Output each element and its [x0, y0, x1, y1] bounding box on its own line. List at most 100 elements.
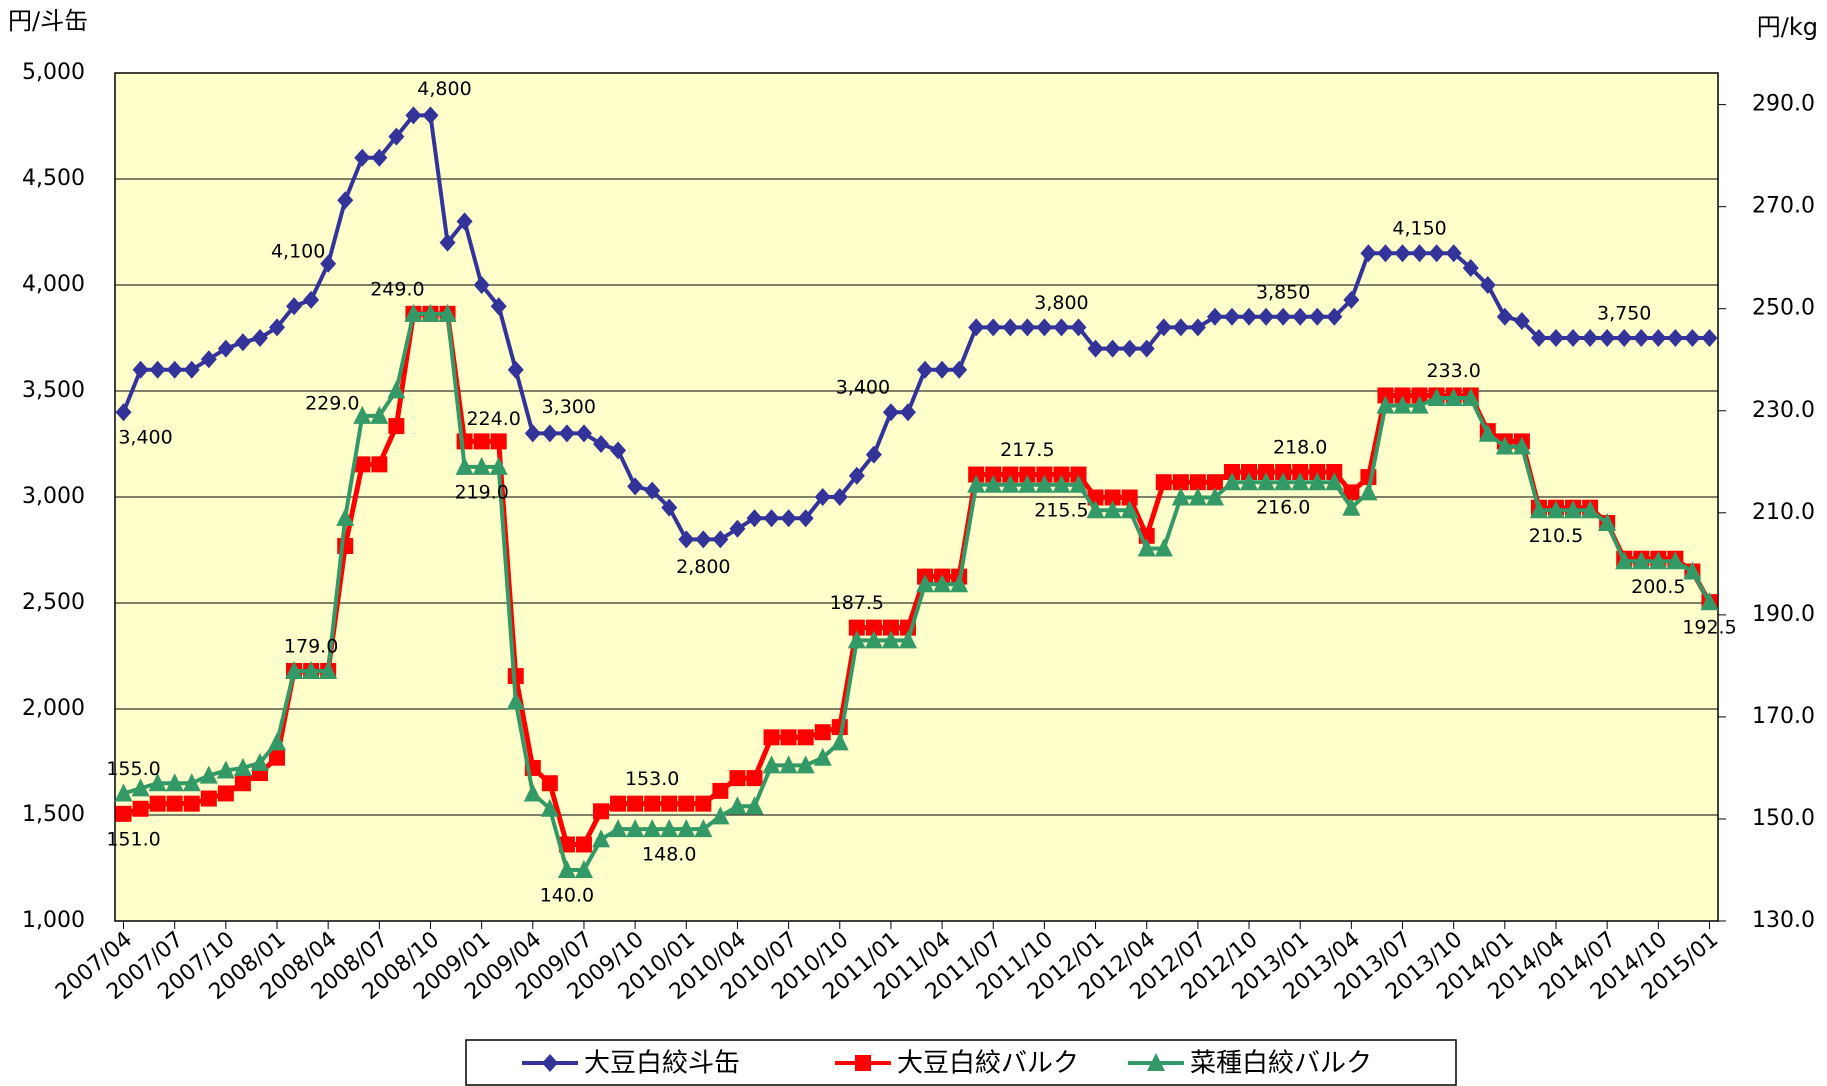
marker-diamond [1121, 339, 1138, 358]
data-label: 179.0 [284, 635, 338, 657]
marker-square [132, 800, 149, 817]
marker-triangle [864, 630, 883, 649]
marker-diamond [251, 329, 268, 347]
marker-square [1036, 466, 1053, 483]
marker-triangle [1598, 513, 1617, 532]
marker-diamond [644, 481, 661, 500]
marker-diamond [200, 350, 217, 369]
marker-diamond [1684, 329, 1701, 347]
marker-diamond [951, 360, 968, 379]
marker-triangle [1495, 436, 1514, 455]
marker-triangle [370, 405, 389, 424]
marker-square [1172, 474, 1189, 491]
marker-square [1223, 463, 1240, 480]
marker-diamond [320, 254, 337, 273]
marker-square [490, 433, 507, 450]
y-tick-label: 3,000 [22, 484, 85, 509]
marker-diamond [746, 509, 763, 528]
y2-tick-label: 130.0 [1752, 908, 1815, 933]
legend-box [465, 1039, 1457, 1086]
marker-square [456, 433, 473, 450]
marker-triangle [455, 456, 474, 475]
marker-triangle [1069, 474, 1088, 493]
marker-triangle [1188, 487, 1207, 506]
marker-square [678, 795, 695, 812]
y-tick-label: 4,500 [22, 166, 85, 191]
marker-square [865, 619, 882, 636]
marker-triangle [1274, 472, 1293, 491]
marker-diamond [286, 297, 303, 316]
marker-square [575, 836, 592, 853]
marker-diamond [968, 318, 985, 337]
legend-label: 大豆白絞バルク [897, 1049, 1079, 1079]
marker-diamond [405, 106, 422, 125]
marker-diamond [729, 519, 746, 538]
marker-diamond [558, 424, 575, 443]
marker-triangle [1154, 538, 1173, 557]
marker-triangle [233, 757, 252, 776]
marker-square [797, 729, 814, 746]
marker-diamond [1411, 244, 1428, 263]
marker-diamond [1479, 276, 1496, 294]
marker-square [115, 805, 132, 822]
marker-diamond [1599, 329, 1616, 347]
marker-triangle [1376, 395, 1395, 414]
marker-square [644, 795, 661, 812]
marker-triangle [131, 778, 150, 797]
marker-triangle [1342, 497, 1361, 516]
y2-tick-label: 190.0 [1752, 602, 1815, 627]
marker-diamond [1394, 244, 1411, 263]
marker-diamond [354, 148, 371, 167]
marker-diamond [1070, 318, 1087, 337]
marker-triangle [319, 660, 338, 679]
marker-diamond [456, 212, 473, 231]
marker-triangle [1632, 551, 1651, 570]
marker-triangle [1700, 592, 1719, 611]
marker-diamond [337, 191, 354, 210]
y2-tick-label: 170.0 [1752, 704, 1815, 729]
legend: 大豆白絞斗缶 大豆白絞バルク 菜種白絞バルク [522, 1049, 1372, 1079]
marker-diamond [1616, 329, 1633, 347]
marker-square [1053, 466, 1070, 483]
marker-diamond [1104, 339, 1121, 358]
data-label: 224.0 [466, 408, 520, 430]
marker-triangle [1325, 472, 1344, 491]
marker-diamond [1002, 318, 1019, 337]
marker-triangle [1581, 500, 1600, 519]
data-label: 153.0 [625, 768, 679, 790]
data-label: 210.5 [1529, 525, 1583, 547]
data-label: 151.0 [106, 828, 160, 850]
marker-square [388, 418, 405, 435]
marker-square [1292, 463, 1309, 480]
y2-tick-label: 270.0 [1752, 194, 1815, 219]
marker-square [1275, 463, 1292, 480]
series-line [121, 113, 1710, 542]
marker-diamond [1343, 290, 1360, 309]
marker-square [695, 795, 712, 812]
marker-diamond [1650, 329, 1667, 347]
data-label: 4,150 [1392, 218, 1446, 240]
marker-triangle [881, 630, 900, 649]
marker-diamond [1206, 307, 1223, 326]
marker-triangle [1564, 500, 1583, 519]
marker-triangle [984, 474, 1003, 493]
data-label: 3,400 [836, 377, 890, 399]
marker-triangle [609, 819, 628, 838]
marker-triangle [1529, 500, 1548, 519]
data-label: 233.0 [1426, 360, 1480, 382]
data-label: 229.0 [305, 392, 359, 414]
data-label: 3,800 [1034, 292, 1088, 314]
marker-square [780, 729, 797, 746]
marker-diamond [1223, 307, 1240, 326]
marker-square [985, 466, 1002, 483]
y-tick-label: 1,500 [22, 802, 85, 827]
marker-diamond [575, 424, 592, 443]
marker-triangle [592, 829, 611, 848]
marker-triangle [1461, 388, 1480, 407]
marker-diamond [610, 441, 627, 460]
marker-triangle [950, 574, 969, 593]
marker-triangle [1427, 388, 1446, 407]
marker-triangle [916, 574, 935, 593]
marker-diamond [149, 360, 166, 379]
